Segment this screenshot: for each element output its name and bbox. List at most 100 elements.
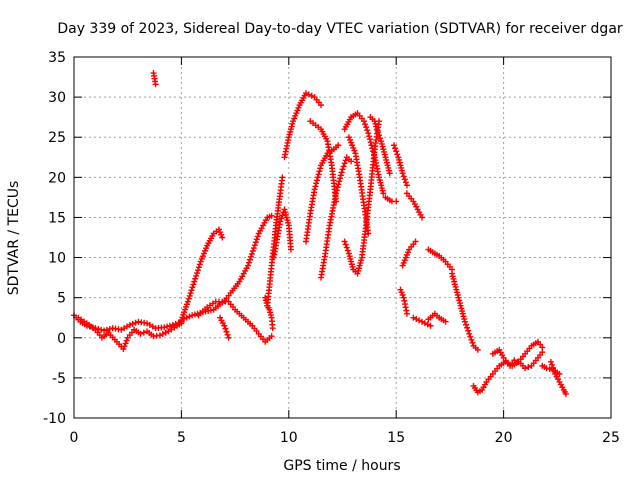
data-point [342, 241, 349, 248]
data-point [403, 310, 410, 317]
data-point [193, 272, 200, 279]
data-point [156, 332, 163, 339]
data-point [386, 170, 393, 177]
data-point [401, 176, 408, 183]
data-point [373, 126, 380, 133]
data-point [315, 171, 322, 178]
data-point [254, 233, 261, 240]
data-point [360, 118, 367, 125]
data-point [164, 323, 171, 330]
y-axis-label: SDTVAR / TECUs [6, 181, 22, 296]
data-point [337, 175, 344, 182]
x-tick-label: 5 [177, 430, 186, 446]
x-axis-label: GPS time / hours [283, 458, 400, 474]
data-point [380, 190, 387, 197]
data-point [249, 247, 256, 254]
data-point [219, 234, 226, 241]
data-point [251, 242, 258, 249]
y-tick-label: 35 [48, 50, 66, 66]
data-point [442, 318, 449, 325]
data-point [252, 239, 259, 246]
data-point [363, 124, 370, 131]
data-point [333, 187, 340, 194]
data-point [185, 295, 192, 302]
data-point [268, 333, 275, 340]
data-point [317, 165, 324, 172]
data-point [313, 180, 320, 187]
data-point [122, 340, 129, 347]
data-point [391, 142, 398, 149]
data-point [341, 238, 348, 245]
data-point [248, 250, 255, 257]
data-point [335, 181, 342, 188]
data-point [403, 182, 410, 189]
grid-lines [74, 57, 611, 418]
y-tick-label: 0 [57, 331, 66, 347]
data-points [71, 70, 569, 397]
data-point [123, 337, 130, 344]
data-point [338, 169, 345, 176]
data-point [316, 168, 323, 175]
data-point [253, 236, 260, 243]
y-tick-label: -10 [43, 411, 66, 427]
data-point [223, 328, 230, 335]
data-point [562, 390, 569, 397]
data-point [412, 238, 419, 245]
data-point [247, 253, 254, 260]
data-point [224, 331, 231, 338]
data-point [278, 215, 285, 222]
data-point [318, 102, 325, 109]
data-point [222, 325, 229, 332]
data-point [413, 316, 420, 323]
data-point [376, 132, 383, 139]
data-point [340, 163, 347, 170]
data-point [244, 262, 251, 269]
data-point [137, 330, 144, 337]
data-point [402, 179, 409, 186]
data-point [120, 346, 127, 353]
data-point [339, 166, 346, 173]
data-point [424, 321, 431, 328]
data-point [152, 81, 159, 88]
data-point [394, 151, 401, 158]
data-point [277, 218, 284, 225]
data-point [194, 270, 201, 277]
data-point [159, 331, 166, 338]
x-tick-label: 20 [495, 430, 513, 446]
data-point [474, 346, 481, 353]
data-point [188, 287, 195, 294]
data-point [525, 364, 532, 371]
y-tick-label: 25 [48, 130, 66, 146]
data-point [103, 326, 110, 333]
data-point [393, 148, 400, 155]
data-point [162, 329, 169, 336]
data-point [463, 321, 470, 328]
data-point [539, 349, 546, 356]
data-point [192, 275, 199, 282]
data-point [377, 135, 384, 142]
data-point [427, 322, 434, 329]
data-point [365, 130, 372, 137]
data-point [166, 322, 173, 329]
data-point [279, 174, 286, 181]
y-tick-label: 15 [48, 210, 66, 226]
data-point [101, 327, 108, 334]
data-point [121, 343, 128, 350]
axis-ticks: -10 -5 0 5 10 15 20 25 30 35 0 5 10 15 20 25 [43, 50, 620, 446]
data-point [194, 267, 201, 274]
data-point [313, 177, 320, 184]
y-tick-label: 30 [48, 90, 66, 106]
data-point [314, 174, 321, 181]
y-tick-label: 5 [57, 291, 66, 307]
data-point [543, 365, 550, 372]
data-point [308, 92, 315, 99]
data-point [366, 136, 373, 143]
data-point [190, 281, 197, 288]
data-point [374, 129, 381, 136]
data-point [416, 317, 423, 324]
data-point [334, 184, 341, 191]
data-point [468, 336, 475, 343]
data-point [161, 324, 168, 331]
data-point [364, 127, 371, 134]
data-point [367, 139, 374, 146]
